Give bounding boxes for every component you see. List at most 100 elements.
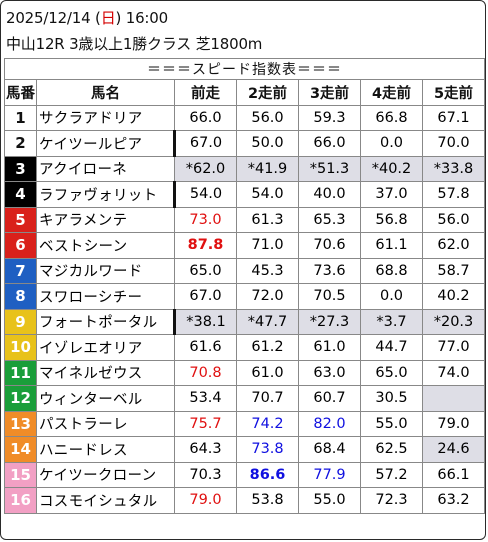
speed-index-cell: *51.3 xyxy=(298,155,361,182)
table-row: 9 フォートポータル *38.1 *47.7 *27.3 *3.7 *20.3 xyxy=(4,308,485,335)
speed-index-cell: 74.2 xyxy=(236,410,299,437)
speed-index-cell: *41.9 xyxy=(236,155,299,182)
speed-index-cell: 63.2 xyxy=(422,487,485,514)
race-title: 中山12R 3歳以上1勝クラス 芝1800m xyxy=(6,35,263,53)
speed-index-cell: 79.0 xyxy=(422,410,485,437)
horse-name: イゾレエオリア xyxy=(36,334,175,361)
speed-index-cell: *47.7 xyxy=(236,308,299,335)
speed-index-cell: 70.5 xyxy=(298,283,361,310)
speed-index-cell: 53.4 xyxy=(174,385,237,412)
speed-index-cell: 57.8 xyxy=(422,181,485,208)
speed-index-cell: 61.1 xyxy=(360,232,423,259)
speed-index-cell: 40.2 xyxy=(422,283,485,310)
speed-index-cell: 58.7 xyxy=(422,257,485,284)
speed-index-cell: 64.3 xyxy=(174,436,237,463)
horse-name: ハニードレス xyxy=(36,436,175,463)
horse-number: 7 xyxy=(4,257,37,284)
speed-index-cell: *27.3 xyxy=(298,308,361,335)
speed-index-cell: 70.3 xyxy=(174,461,237,488)
speed-index-cell: 54.0 xyxy=(236,181,299,208)
speed-index-cell: 62.0 xyxy=(422,232,485,259)
speed-index-cell: 82.0 xyxy=(298,410,361,437)
horse-name: パストラーレ xyxy=(36,410,175,437)
speed-index-cell: 61.3 xyxy=(236,206,299,233)
table-row: 4 ラファヴォリット 54.0 54.0 40.0 37.0 57.8 xyxy=(4,181,485,208)
speed-index-cell: 56.0 xyxy=(236,104,299,131)
table-row: 12 ウィンターベル 53.4 70.7 60.7 30.5 xyxy=(4,385,485,412)
horse-number: 6 xyxy=(4,232,37,259)
column-header-0: 馬番 xyxy=(4,79,37,106)
horse-name: ケイツールピア xyxy=(36,130,175,157)
speed-index-cell: 79.0 xyxy=(174,487,237,514)
speed-index-cell: 45.3 xyxy=(236,257,299,284)
horse-name: マジカルワード xyxy=(36,257,175,284)
speed-index-cell: 61.0 xyxy=(298,334,361,361)
horse-name: マイネルゼウス xyxy=(36,359,175,386)
speed-index-cell: 55.0 xyxy=(298,487,361,514)
speed-index-cell: 73.0 xyxy=(174,206,237,233)
speed-index-cell: 44.7 xyxy=(360,334,423,361)
column-header-1: 馬名 xyxy=(36,79,175,106)
speed-index-cell: *40.2 xyxy=(360,155,423,182)
horse-number: 16 xyxy=(4,487,37,514)
column-header-5: 4走前 xyxy=(360,79,423,106)
horse-number: 4 xyxy=(4,181,37,208)
speed-index-cell: 54.0 xyxy=(173,181,237,208)
speed-index-cell: 66.0 xyxy=(174,104,237,131)
table-header-row: 馬番 馬名 前走 2走前 3走前 4走前 5走前 xyxy=(4,79,485,106)
speed-index-cell: 67.0 xyxy=(174,283,237,310)
speed-index-cell: 66.8 xyxy=(360,104,423,131)
speed-index-cell: 68.8 xyxy=(360,257,423,284)
speed-index-cell: *38.1 xyxy=(173,308,237,335)
horse-name: スワローシチー xyxy=(36,283,175,310)
speed-index-cell: 56.8 xyxy=(360,206,423,233)
speed-index-cell xyxy=(422,385,485,412)
horse-number: 2 xyxy=(4,130,37,157)
horse-number: 13 xyxy=(4,410,37,437)
speed-index-cell: 75.7 xyxy=(174,410,237,437)
speed-index-cell: 59.3 xyxy=(298,104,361,131)
race-datetime: 2025/12/14 (日) 16:00 xyxy=(6,9,168,27)
table-row: 5 キアラメンテ 73.0 61.3 65.3 56.8 56.0 xyxy=(4,206,485,233)
speed-index-cell: 61.2 xyxy=(236,334,299,361)
speed-index-cell: 67.1 xyxy=(422,104,485,131)
column-header-4: 3走前 xyxy=(298,79,361,106)
speed-index-cell: 57.2 xyxy=(360,461,423,488)
horse-number: 9 xyxy=(4,308,37,335)
speed-index-cell: 50.0 xyxy=(236,130,299,157)
table-row: 6 ベストシーン 87.8 71.0 70.6 61.1 62.0 xyxy=(4,232,485,259)
speed-index-cell: *20.3 xyxy=(422,308,485,335)
horse-name: サクラアドリア xyxy=(36,104,175,131)
speed-index-cell: 65.0 xyxy=(174,257,237,284)
speed-index-cell: 63.0 xyxy=(298,359,361,386)
table-row: 14 ハニードレス 64.3 73.8 68.4 62.5 24.6 xyxy=(4,436,485,463)
speed-index-cell: 70.7 xyxy=(236,385,299,412)
table-row: 10 イゾレエオリア 61.6 61.2 61.0 44.7 77.0 xyxy=(4,334,485,361)
table-row: 11 マイネルゼウス 70.8 61.0 63.0 65.0 74.0 xyxy=(4,359,485,386)
speed-index-cell: 74.0 xyxy=(422,359,485,386)
horse-number: 14 xyxy=(4,436,37,463)
speed-index-cell: 77.0 xyxy=(422,334,485,361)
horse-name: キアラメンテ xyxy=(36,206,175,233)
horse-number: 5 xyxy=(4,206,37,233)
speed-index-cell: 77.9 xyxy=(298,461,361,488)
speed-index-cell: 71.0 xyxy=(236,232,299,259)
speed-index-cell: 61.6 xyxy=(174,334,237,361)
speed-index-cell: 60.7 xyxy=(298,385,361,412)
table-row: 15 ケイツークローン 70.3 86.6 77.9 57.2 66.1 xyxy=(4,461,485,488)
speed-index-cell: 0.0 xyxy=(360,130,423,157)
speed-index-table: ＝＝＝スピード指数表＝＝＝ 馬番 馬名 前走 2走前 3走前 4走前 5走前 1 サクラアドリ… xyxy=(4,58,485,514)
weekday-label: 日 xyxy=(100,9,116,27)
speed-index-cell: 87.8 xyxy=(174,232,237,259)
table-title: ＝＝＝スピード指数表＝＝＝ xyxy=(4,58,485,80)
speed-index-cell: *33.8 xyxy=(422,155,485,182)
column-header-3: 2走前 xyxy=(236,79,299,106)
horse-name: フォートポータル xyxy=(36,308,175,335)
table-row: 8 スワローシチー 67.0 72.0 70.5 0.0 40.2 xyxy=(4,283,485,310)
speed-index-cell: 24.6 xyxy=(422,436,485,463)
horse-number: 10 xyxy=(4,334,37,361)
speed-index-cell: 55.0 xyxy=(360,410,423,437)
speed-index-cell: 30.5 xyxy=(360,385,423,412)
speed-index-cell: 86.6 xyxy=(236,461,299,488)
table-row: 16 コスモイシュタル 79.0 53.8 55.0 72.3 63.2 xyxy=(4,487,485,514)
